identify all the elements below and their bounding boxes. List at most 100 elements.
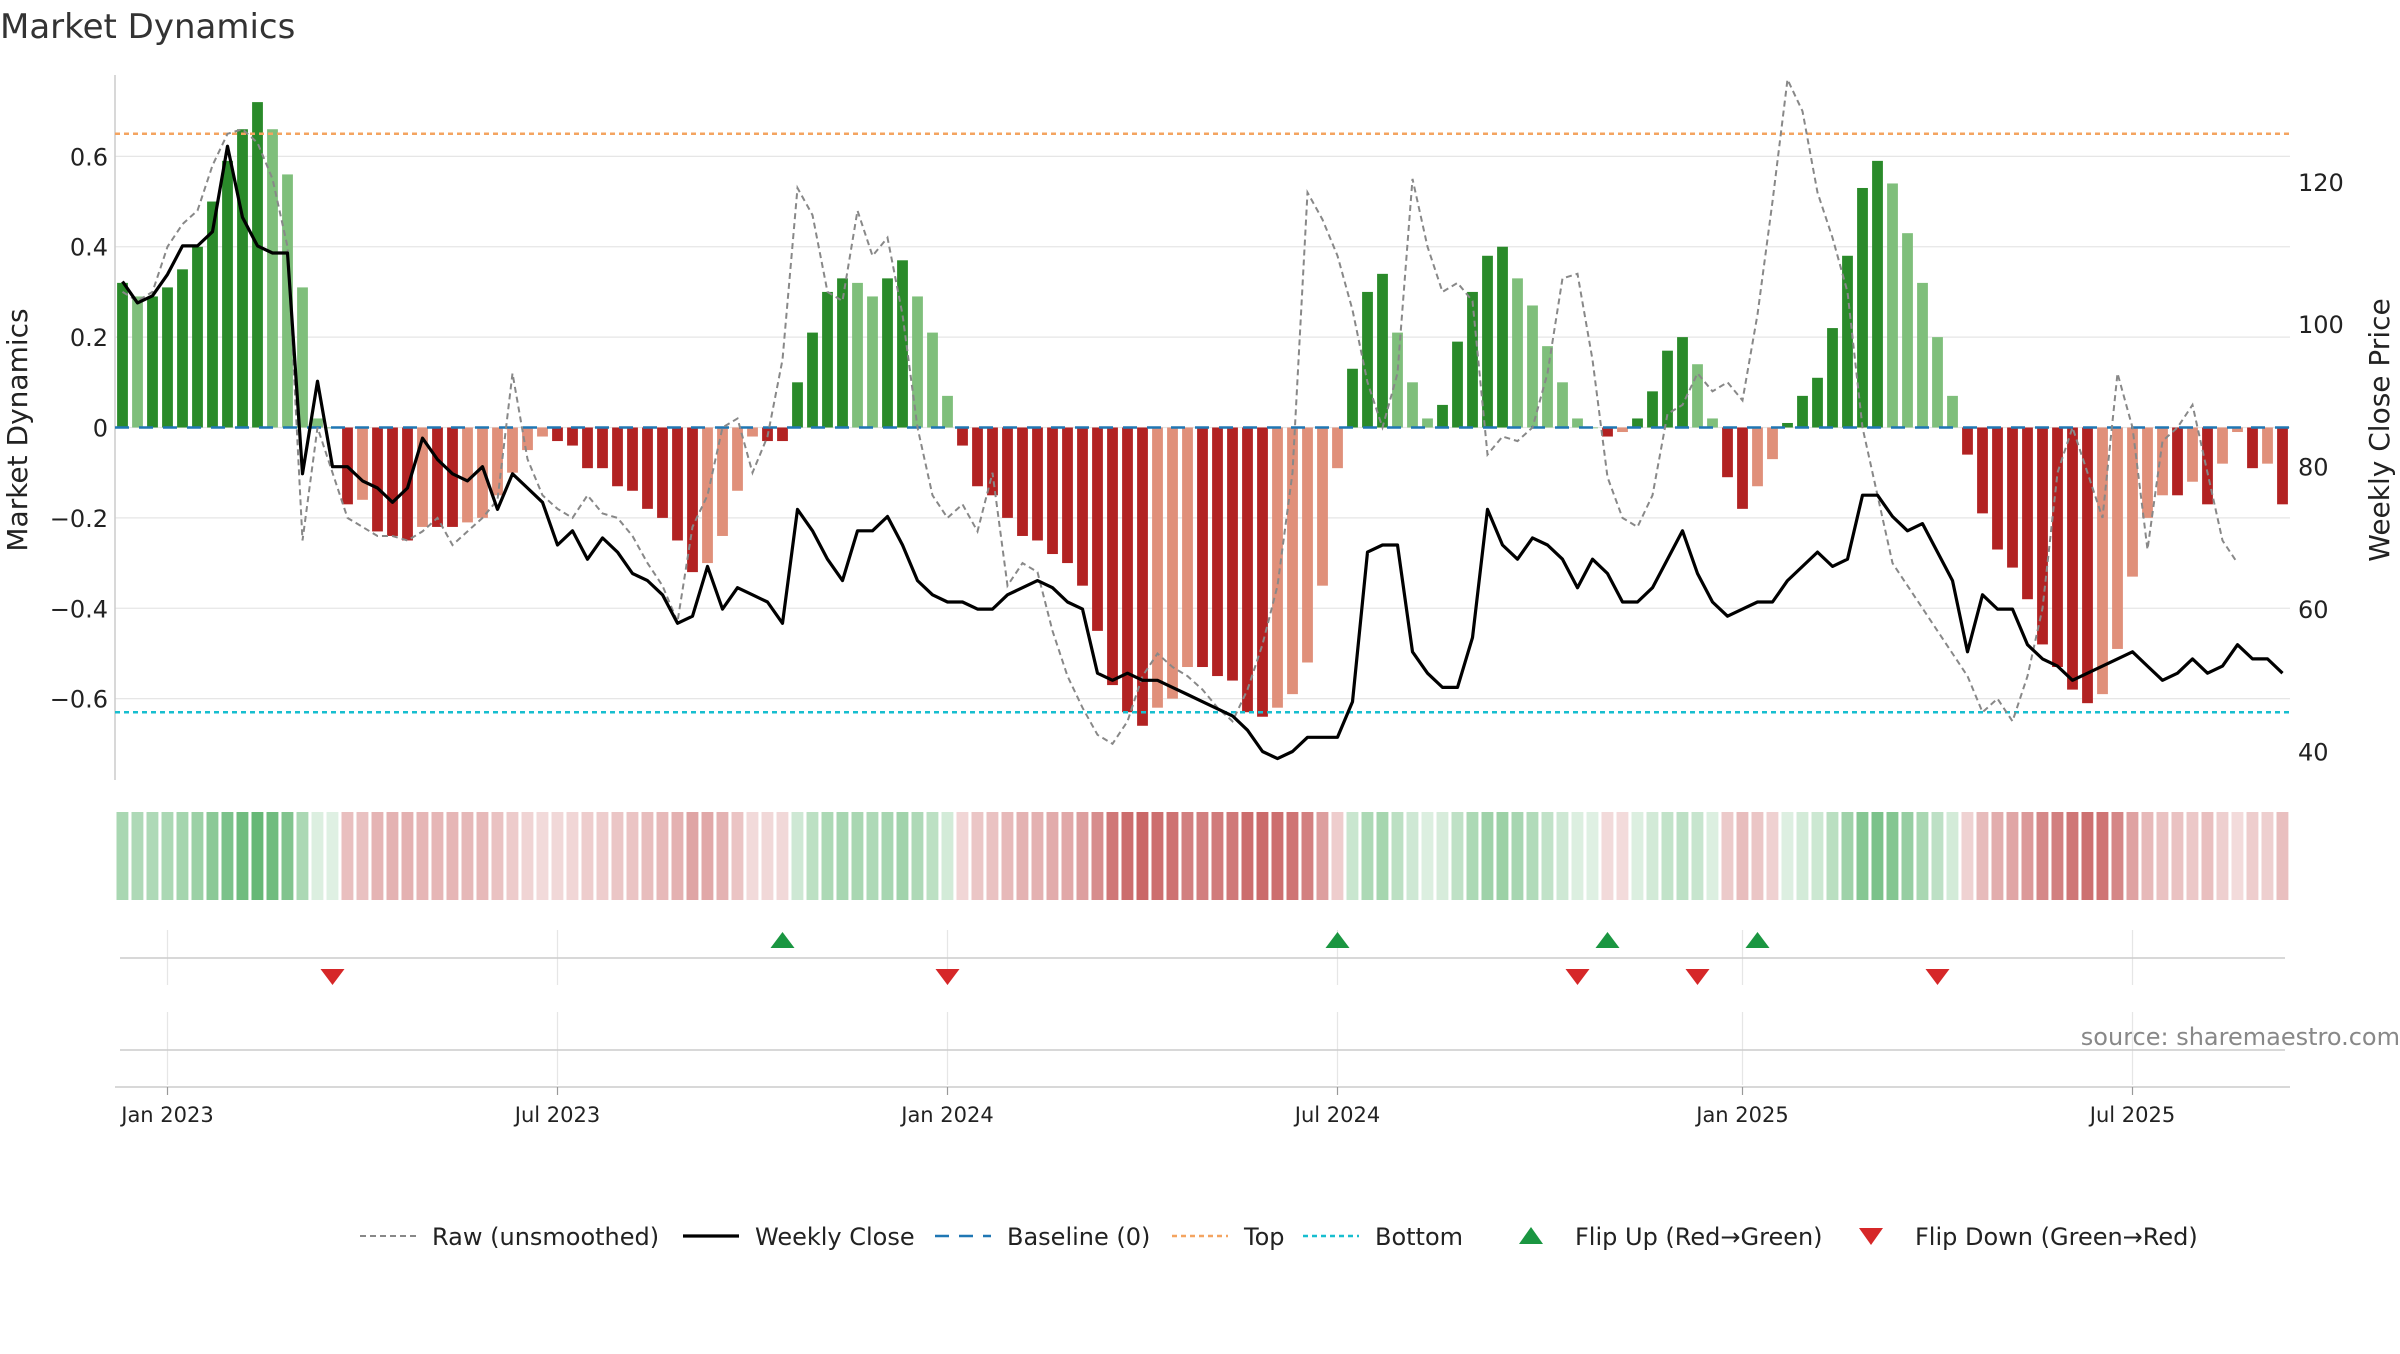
regime-cell xyxy=(596,812,609,900)
regime-cell xyxy=(1886,812,1899,900)
regime-cell xyxy=(611,812,624,900)
regime-cell xyxy=(716,812,729,900)
bar xyxy=(1647,391,1658,428)
bar xyxy=(2157,427,2168,496)
regime-cell xyxy=(2261,812,2274,900)
bar xyxy=(2052,427,2063,668)
bar xyxy=(1362,291,1373,428)
bar xyxy=(282,174,293,428)
regime-cell xyxy=(461,812,474,900)
regime-cell xyxy=(1031,812,1044,900)
legend-label: Raw (unsmoothed) xyxy=(432,1223,659,1251)
bar xyxy=(1677,337,1688,428)
regime-cell xyxy=(761,812,774,900)
regime-cell xyxy=(266,812,279,900)
bar xyxy=(1272,427,1283,708)
regime-cell xyxy=(776,812,789,900)
bar xyxy=(432,427,443,527)
y-tick-label: −0.2 xyxy=(50,505,108,533)
bar xyxy=(1422,418,1433,428)
legend-label: Weekly Close xyxy=(755,1223,915,1251)
flip-down-marker xyxy=(1565,969,1590,985)
legend-label: Bottom xyxy=(1375,1223,1463,1251)
regime-cell xyxy=(1256,812,1269,900)
bar xyxy=(462,427,473,523)
bar xyxy=(477,427,488,518)
bar xyxy=(867,296,878,428)
regime-cell xyxy=(341,812,354,900)
regime-cell xyxy=(221,812,234,900)
regime-cell xyxy=(1556,812,1569,900)
bar xyxy=(177,269,188,428)
regime-cell xyxy=(491,812,504,900)
regime-cell xyxy=(1676,812,1689,900)
legend: Raw (unsmoothed) Weekly Close Baseline (0)… xyxy=(360,1223,2198,1251)
bar xyxy=(627,427,638,491)
regime-cell xyxy=(236,812,249,900)
bar xyxy=(747,427,758,437)
bar xyxy=(552,427,563,442)
regime-cell xyxy=(1211,812,1224,900)
regime-cell xyxy=(1106,812,1119,900)
regime-cell xyxy=(1361,812,1374,900)
bar xyxy=(2232,427,2243,433)
bar xyxy=(492,427,503,496)
bar xyxy=(1512,278,1523,428)
bar xyxy=(1062,427,1073,564)
regime-cell xyxy=(1931,812,1944,900)
bar xyxy=(1317,427,1328,586)
bar xyxy=(957,427,968,446)
bar xyxy=(117,282,128,428)
bar xyxy=(1197,427,1208,668)
bar xyxy=(417,427,428,527)
regime-cell xyxy=(1061,812,1074,900)
bar xyxy=(267,129,278,428)
source-note: source: sharemaestro.com xyxy=(2081,1023,2400,1051)
bar xyxy=(1722,427,1733,478)
bar xyxy=(987,427,998,496)
legend-label: Flip Down (Green→Red) xyxy=(1915,1223,2198,1251)
regime-cell xyxy=(356,812,369,900)
y-tick-label: −0.6 xyxy=(50,686,108,714)
regime-cell xyxy=(1856,812,1869,900)
regime-cell xyxy=(1721,812,1734,900)
regime-cell xyxy=(2156,812,2169,900)
regime-cell xyxy=(416,812,429,900)
flip-markers-panel xyxy=(120,930,2285,1085)
bar xyxy=(1932,337,1943,428)
bar xyxy=(1437,404,1448,428)
bar xyxy=(2277,427,2288,505)
bar xyxy=(1872,160,1883,428)
regime-cell xyxy=(701,812,714,900)
bar xyxy=(1977,427,1988,514)
flip-down-marker xyxy=(935,969,960,985)
regime-cell xyxy=(521,812,534,900)
regime-cell xyxy=(1421,812,1434,900)
regime-cell xyxy=(926,812,939,900)
bar xyxy=(1497,246,1508,428)
bar xyxy=(1797,395,1808,428)
bar xyxy=(192,246,203,428)
bar xyxy=(1182,427,1193,668)
x-tick-label: Jan 2023 xyxy=(119,1103,214,1127)
bar xyxy=(1392,332,1403,428)
regime-cell xyxy=(1271,812,1284,900)
regime-cell xyxy=(161,812,174,900)
bar xyxy=(312,418,323,428)
regime-cell xyxy=(2186,812,2199,900)
bar xyxy=(162,287,173,428)
bar xyxy=(1077,427,1088,586)
bar xyxy=(1602,427,1613,437)
bar xyxy=(1902,233,1913,428)
regime-cell xyxy=(1616,812,1629,900)
regime-cell xyxy=(2006,812,2019,900)
legend-label: Top xyxy=(1243,1223,1285,1251)
regime-cell xyxy=(431,812,444,900)
regime-cell xyxy=(896,812,909,900)
regime-cell xyxy=(986,812,999,900)
legend-label: Baseline (0) xyxy=(1007,1223,1150,1251)
bar xyxy=(1092,427,1103,631)
flip-up-marker xyxy=(1325,932,1350,948)
bar xyxy=(912,296,923,428)
regime-cell xyxy=(1706,812,1719,900)
